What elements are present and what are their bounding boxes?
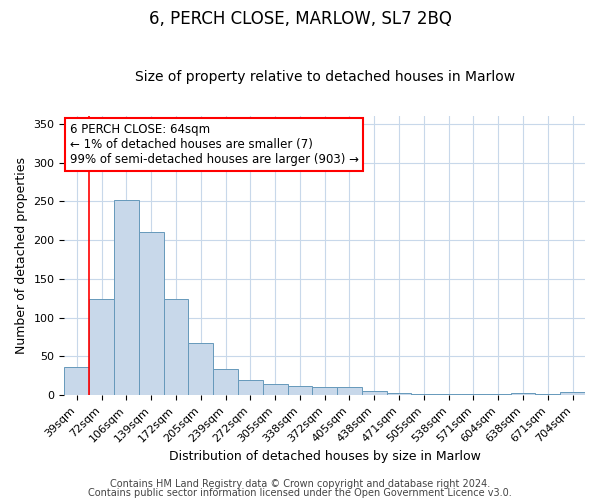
Bar [238,380,263,395]
Bar [114,200,139,395]
Bar [89,299,114,395]
Bar [64,366,89,395]
Text: 6 PERCH CLOSE: 64sqm
← 1% of detached houses are smaller (7)
99% of semi-detache: 6 PERCH CLOSE: 64sqm ← 1% of detached ho… [70,123,359,166]
Bar [213,369,238,395]
Bar [436,394,461,395]
Bar [486,394,511,395]
Bar [412,394,436,395]
Bar [139,232,164,395]
Bar [511,393,535,395]
Bar [263,384,287,395]
Bar [313,388,337,395]
Bar [535,394,560,395]
Bar [337,388,362,395]
Bar [386,393,412,395]
Bar [362,390,386,395]
Bar [560,392,585,395]
Bar [188,344,213,395]
Bar [164,299,188,395]
Text: Contains public sector information licensed under the Open Government Licence v3: Contains public sector information licen… [88,488,512,498]
Text: Contains HM Land Registry data © Crown copyright and database right 2024.: Contains HM Land Registry data © Crown c… [110,479,490,489]
Text: 6, PERCH CLOSE, MARLOW, SL7 2BQ: 6, PERCH CLOSE, MARLOW, SL7 2BQ [149,10,451,28]
Title: Size of property relative to detached houses in Marlow: Size of property relative to detached ho… [134,70,515,85]
Bar [461,394,486,395]
Y-axis label: Number of detached properties: Number of detached properties [15,157,28,354]
Bar [287,386,313,395]
X-axis label: Distribution of detached houses by size in Marlow: Distribution of detached houses by size … [169,450,481,462]
